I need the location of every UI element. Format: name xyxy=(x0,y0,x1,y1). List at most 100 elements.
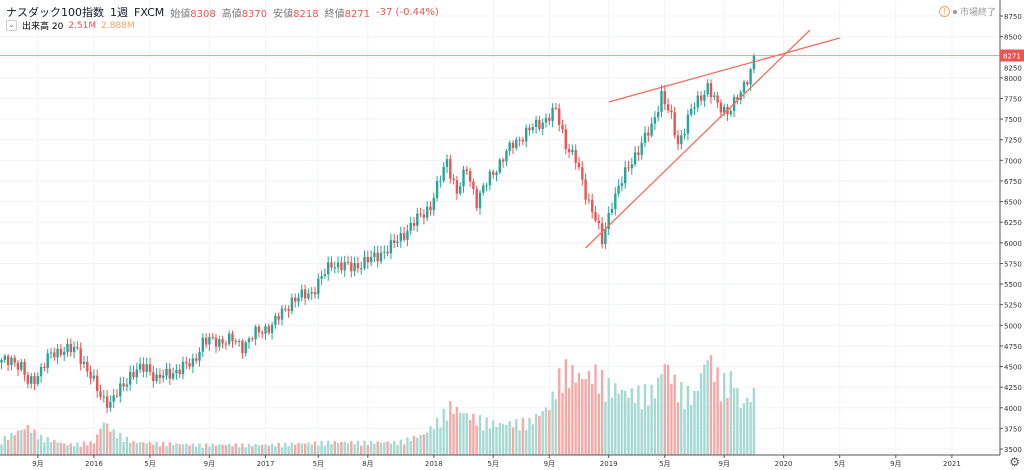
volume-bar xyxy=(492,420,495,455)
volume-bar xyxy=(604,401,607,455)
collapse-toggle-icon[interactable]: ⌄ xyxy=(6,20,17,31)
y-tick-label: 3750 xyxy=(1004,425,1022,433)
candle-body xyxy=(122,383,125,387)
candle-body xyxy=(488,171,492,186)
volume-bar xyxy=(412,435,416,455)
volume-bar xyxy=(518,430,521,455)
candle-body xyxy=(43,367,46,369)
candle-body xyxy=(482,185,485,193)
candle-body xyxy=(237,341,241,343)
candle-body xyxy=(422,214,426,218)
candle-body xyxy=(706,83,709,95)
x-tick-label: 5月 xyxy=(487,460,498,468)
candle-body xyxy=(191,358,195,367)
volume-bar xyxy=(56,442,59,455)
volume-bar xyxy=(584,379,587,455)
candle-body xyxy=(20,361,23,370)
volume-bar xyxy=(416,437,419,455)
volume-bar xyxy=(218,444,221,455)
volume-bar xyxy=(719,401,723,455)
volume-bar xyxy=(633,402,637,455)
candle-body xyxy=(475,188,478,209)
volume-bar xyxy=(16,430,20,455)
settings-gear-icon[interactable]: ⚙ xyxy=(1009,455,1020,469)
volume-bar xyxy=(145,443,148,455)
volume-bar xyxy=(92,443,96,455)
candle-body xyxy=(99,391,102,397)
candle-body xyxy=(86,361,89,372)
volume-bar xyxy=(36,439,39,455)
candle-body xyxy=(241,341,244,354)
volume-bar xyxy=(330,444,333,455)
symbol-name[interactable]: ナスダック100指数 xyxy=(6,6,104,19)
market-status[interactable]: ! 市場終了 xyxy=(938,5,996,18)
volume-bar xyxy=(554,399,558,455)
candle-body xyxy=(274,315,277,325)
volume-bar xyxy=(495,426,498,455)
candle-body xyxy=(647,132,650,136)
x-tick-label: 9月 xyxy=(718,460,729,468)
candle-body xyxy=(221,339,224,344)
candle-body xyxy=(251,338,254,340)
candle-body xyxy=(79,348,82,365)
volume-bar xyxy=(501,423,505,455)
candle-body xyxy=(657,111,660,118)
x-tick-label: 5月 xyxy=(659,460,670,468)
y-tick-label: 6250 xyxy=(1004,219,1022,227)
volume-bar xyxy=(234,443,237,455)
candle-body xyxy=(478,192,482,209)
volume-bar xyxy=(478,415,482,455)
price-axis[interactable] xyxy=(1000,0,1024,470)
volume-bar xyxy=(429,426,432,455)
candle-body xyxy=(468,171,472,182)
candle-body xyxy=(313,292,317,295)
candle-body xyxy=(419,213,422,215)
interval[interactable]: 1週 xyxy=(110,6,128,19)
volume-bar xyxy=(699,373,703,455)
candle-body xyxy=(56,348,59,358)
volume-bar xyxy=(653,398,657,455)
candle-body xyxy=(676,135,680,145)
volume-bar xyxy=(125,436,129,455)
trendline-upper[interactable] xyxy=(608,37,840,103)
volume-label[interactable]: 出来高 20 xyxy=(22,22,64,32)
volume-bar xyxy=(343,441,346,455)
y-tick-label: 7250 xyxy=(1004,137,1022,145)
candle-body xyxy=(343,262,346,271)
candle-body xyxy=(554,107,558,109)
volume-ma-value: 2.888M xyxy=(101,20,135,31)
volume-bar xyxy=(749,401,752,455)
y-tick-label: 5250 xyxy=(1004,302,1022,310)
trendline-lower[interactable] xyxy=(585,29,811,249)
candle-body xyxy=(472,181,475,189)
candle-body xyxy=(558,108,561,125)
candle-body xyxy=(402,233,406,240)
candle-body xyxy=(353,263,356,272)
x-tick-label: 2020 xyxy=(775,460,793,468)
candle-body xyxy=(525,127,528,142)
candle-body xyxy=(683,133,686,136)
candle-body xyxy=(713,95,716,97)
volume-bar xyxy=(465,413,468,455)
volume-bar xyxy=(531,424,534,455)
volume-bar xyxy=(574,382,577,455)
volume-bar xyxy=(201,447,204,455)
x-tick-label: 9月 xyxy=(204,460,215,468)
y-tick-label: 6500 xyxy=(1004,199,1022,207)
candle-body xyxy=(591,199,594,213)
candle-body xyxy=(13,357,16,363)
volume-bar xyxy=(703,364,706,455)
volume-bar xyxy=(99,428,102,455)
volume-bar xyxy=(716,367,719,455)
volume-bar xyxy=(89,441,92,455)
candle-body xyxy=(132,372,135,378)
volume-bar xyxy=(439,427,442,455)
volume-bar xyxy=(171,445,175,455)
volume-bar xyxy=(383,442,386,455)
candle-body xyxy=(383,251,386,253)
candle-body xyxy=(142,363,145,372)
candle-body xyxy=(746,82,749,85)
volume-bar xyxy=(79,446,82,455)
candle-body xyxy=(627,167,630,169)
